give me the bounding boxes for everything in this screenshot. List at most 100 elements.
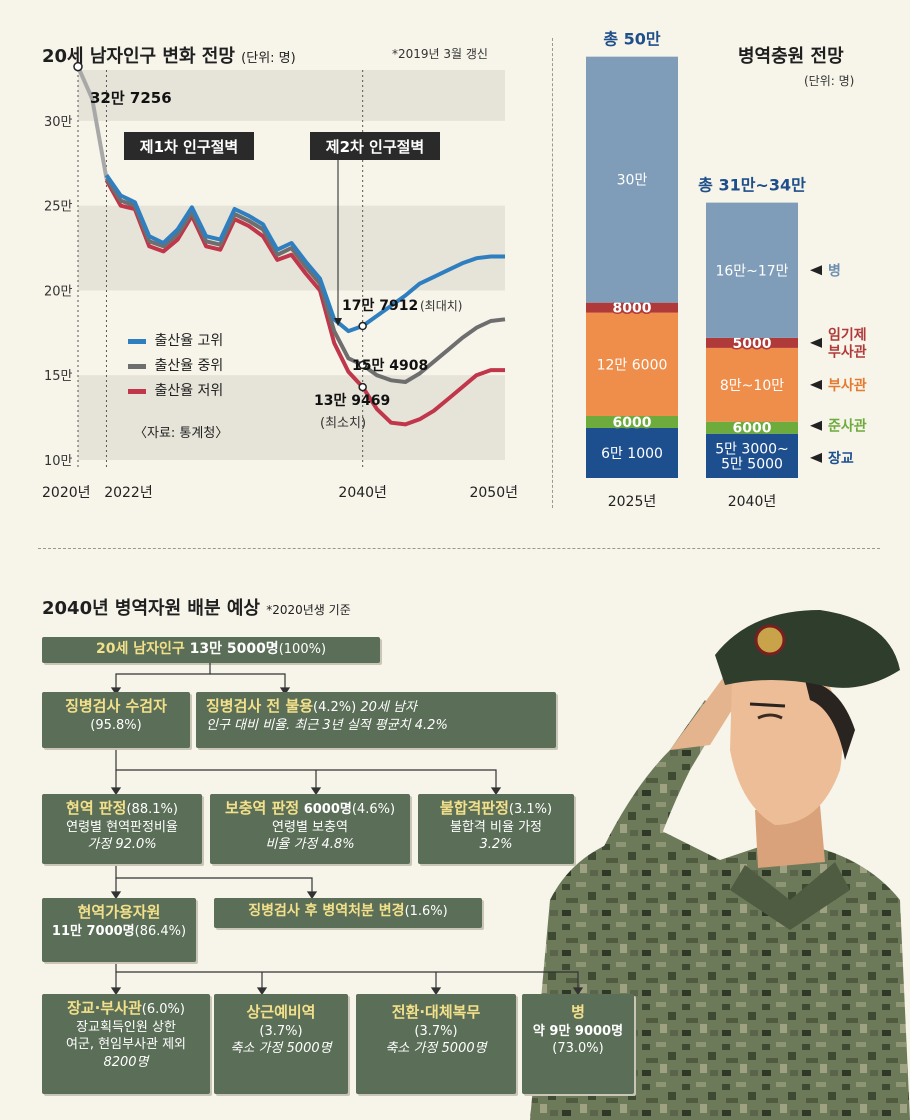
flow-exam: 징병검사 수검자 (95.8%) (42, 692, 190, 748)
y-tick-label: 30만 (44, 115, 73, 130)
legend-label-high: 출산율 고위 (154, 333, 224, 349)
bar-segment-1 (706, 421, 798, 434)
chart-lines (76, 65, 506, 427)
x-tick-label: 2050년 (469, 485, 518, 501)
section-divider-horizontal (38, 548, 880, 549)
marker-max (358, 321, 367, 331)
bar-segment-2 (706, 347, 798, 422)
line-chart-unit: (단위: 명) (241, 51, 296, 66)
bar-legend-label: 부사관 (828, 343, 867, 360)
bar-segment-2 (586, 312, 678, 416)
marker-min (358, 382, 367, 392)
flow-active: 현역 판정(88.1%) 연령별 현역판정비율 가정 92.0% (42, 794, 202, 864)
saluting-arm (580, 700, 720, 900)
flow-note: *2020년생 기준 (266, 603, 351, 617)
max-value-label: 17만 7912 (342, 298, 418, 314)
bar-value-label: 30만 (617, 173, 648, 189)
flow-fail: 불합격판정(3.1%) 불합격 비율 가정 3.2% (418, 794, 574, 864)
cliff1-box (124, 132, 254, 160)
bar-value-label: 5000 (733, 336, 772, 352)
mid-value-label: 15만 4908 (352, 358, 428, 374)
legend-item-mid: 출산율 중위 (128, 355, 223, 375)
bar-total-label: 총 50만 (603, 30, 661, 49)
bar-chart-unit: (단위: 명) (804, 74, 855, 88)
legend-pointer-icon (810, 452, 822, 463)
flow-root: 20세 남자인구 13만 5000명(100%) (42, 637, 380, 663)
cliff1-text: 제1차 인구절벽 (140, 138, 238, 156)
eyebrow (749, 702, 786, 708)
bar-value-label: 6000 (613, 415, 652, 431)
bar-category-label: 2025년 (608, 494, 657, 510)
flow-title: 2040년 병역자원 배분 예상 *2020년생 기준 (42, 598, 351, 619)
bar-value-label: 16만~17만 (715, 263, 788, 279)
chart-band (78, 375, 505, 460)
start-point-marker (73, 61, 83, 72)
flow-change: 징병검사 후 병역처분 변경(1.6%) (214, 898, 482, 928)
marker-mid (358, 360, 367, 370)
bar-value-label: 6만 1000 (601, 446, 663, 462)
bar-value-label: 5만 3000~ (715, 441, 789, 457)
collar (730, 862, 850, 930)
x-tick-label: 2020년 (42, 485, 91, 501)
legend-swatch-mid (128, 363, 146, 369)
cliff2-label: 제2차 인구절벽 (310, 132, 440, 160)
chart-band (78, 70, 505, 121)
bar-0: 6만 1000 6000 12만 6000 8000 30만 총 50만 2025년 (586, 30, 678, 510)
legend-pointer-icon (810, 265, 822, 276)
source-note: 〈자료: 통계청〉 (134, 426, 229, 441)
bar-1: 5만 3000~5만 5000 6000 8만~10만 5000 16만~17만 총 31… (698, 176, 806, 510)
chart-bands (78, 70, 505, 460)
flow-reserve: 보충역 판정 6000명(4.6%) 연령별 보충역 비율 가정 4.8% (210, 794, 410, 864)
flow-reservist: 상근예비역 (3.7%) 축소 가정 5000명 (214, 994, 348, 1094)
line-chart: 10만 15만 20만 25만 30만 2020년 2022년 2040년 2050년 32만 … (42, 61, 518, 501)
min-value-label: 13만 9469 (314, 393, 390, 409)
bar-segment-4 (706, 202, 798, 338)
line-legend: 출산율 고위 출산율 중위 출산율 저위 (128, 330, 223, 400)
bar-chart: 6만 1000 6000 12만 6000 8000 30만 총 50만 2025년 5만 3… (586, 30, 867, 510)
bar-segment-0 (706, 433, 798, 478)
max-note: (최대치) (420, 299, 462, 313)
bar-legend-label: 부사관 (828, 377, 867, 394)
legend-pointer-icon (810, 379, 822, 390)
hand (670, 670, 752, 750)
legend-pointer-icon (810, 420, 822, 431)
flow-soldier: 병 약 9만 9000명 (73.0%) (522, 994, 634, 1094)
chart-annotations: 32만 7256 제1차 인구절벽 제2차 인구절벽 17만 7912 (최대치) 15만… (73, 61, 462, 431)
bar-chart-body: 6만 1000 6000 12만 6000 8000 30만 총 50만 2025년 5만 3… (586, 30, 867, 510)
bar-segment-4 (586, 56, 678, 303)
flow-not-examined: 징병검사 전 불용(4.2%) 20세 남자 인구 대비 비율. 최근 3년 실… (196, 692, 556, 748)
flow-alternative: 전환·대체복무 (3.7%) 축소 가정 5000명 (356, 994, 516, 1094)
bar-value-label: 6000 (733, 421, 772, 437)
bar-total-label: 총 31만~34만 (698, 176, 806, 195)
bar-segment-3 (586, 302, 678, 313)
bar-chart-title: 병역충원 전망 (738, 46, 844, 67)
series-line-0 (104, 173, 505, 334)
x-tick-label: 2040년 (338, 485, 387, 501)
legend-item-high: 출산율 고위 (128, 330, 223, 350)
line-chart-title: 20세 남자인구 변화 전망 (단위: 명) (42, 46, 296, 67)
flow-available: 현역가용자원 11만 7000명(86.4%) (42, 898, 196, 962)
cliff2-text: 제2차 인구절벽 (326, 138, 424, 156)
flow-officer: 장교·부사관(6.0%) 장교획득인원 상한 여군, 현임부사관 제외 8200… (42, 994, 210, 1094)
bar-legend-label: 임기제 (828, 327, 867, 343)
legend-swatch-low (128, 388, 146, 394)
legend-label-mid: 출산율 중위 (154, 358, 224, 374)
min-note: (최소치) (320, 416, 366, 431)
series-line-1 (104, 177, 506, 384)
eye (757, 713, 783, 720)
hair (805, 680, 855, 760)
bar-segment-1 (586, 415, 678, 428)
beret-badge-icon (754, 624, 786, 656)
cliff2-box (310, 132, 440, 160)
cliff1-label: 제1차 인구절벽 (124, 132, 254, 160)
chart-ticks: 10만 15만 20만 25만 30만 2020년 2022년 2040년 2050년 (42, 115, 518, 501)
y-tick-label: 15만 (44, 369, 73, 384)
series-early-segment (76, 65, 109, 179)
bar-legend-label: 준사관 (828, 418, 867, 435)
update-note: *2019년 3월 갱신 (392, 47, 488, 61)
x-tick-label: 2022년 (104, 485, 153, 501)
bar-legend-label: 장교 (828, 450, 854, 467)
bar-value-label: 8000 (613, 301, 652, 317)
